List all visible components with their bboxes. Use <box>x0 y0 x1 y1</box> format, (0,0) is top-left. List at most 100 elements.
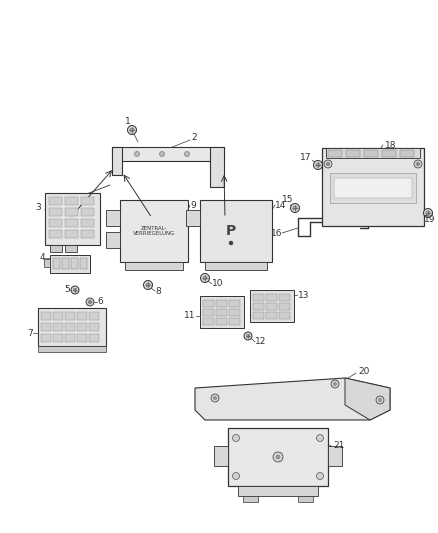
Bar <box>65 230 78 238</box>
Bar <box>45 193 100 245</box>
Bar <box>106 210 120 226</box>
Bar <box>53 312 63 320</box>
Circle shape <box>130 128 134 132</box>
Bar <box>112 147 122 175</box>
Bar <box>328 446 342 466</box>
Bar <box>253 294 264 301</box>
Bar <box>216 318 227 325</box>
Circle shape <box>159 151 165 157</box>
Bar <box>253 303 264 310</box>
Circle shape <box>376 396 384 404</box>
Circle shape <box>201 273 209 282</box>
Bar <box>266 312 277 319</box>
Bar <box>279 294 290 301</box>
Text: 15: 15 <box>282 196 294 205</box>
Bar <box>279 312 290 319</box>
Bar <box>49 197 62 205</box>
Bar <box>62 258 69 269</box>
Text: 18: 18 <box>385 141 396 149</box>
Bar <box>120 200 188 262</box>
Circle shape <box>134 151 139 157</box>
Bar <box>38 308 106 346</box>
Circle shape <box>316 163 320 167</box>
Bar <box>125 262 183 270</box>
Circle shape <box>378 399 381 401</box>
Bar <box>71 258 78 269</box>
Text: 1: 1 <box>125 117 131 126</box>
Circle shape <box>293 206 297 210</box>
Polygon shape <box>345 378 390 420</box>
Bar <box>346 150 360 157</box>
Circle shape <box>73 288 77 292</box>
Bar <box>229 309 240 316</box>
Circle shape <box>88 301 92 303</box>
Circle shape <box>246 334 250 338</box>
Bar <box>49 219 62 227</box>
Circle shape <box>244 332 252 340</box>
Circle shape <box>213 397 216 400</box>
Bar <box>250 290 294 322</box>
Bar <box>41 312 51 320</box>
Bar <box>382 150 396 157</box>
Text: 12: 12 <box>255 337 266 346</box>
Bar <box>229 318 240 325</box>
Bar <box>228 428 328 486</box>
Circle shape <box>144 280 152 289</box>
Bar <box>243 496 258 502</box>
Bar <box>65 245 77 252</box>
Circle shape <box>184 151 190 157</box>
Bar <box>203 309 214 316</box>
Bar <box>266 303 277 310</box>
Text: 17: 17 <box>300 154 311 163</box>
Bar <box>279 303 290 310</box>
Bar <box>77 312 87 320</box>
Bar <box>214 446 228 466</box>
Bar <box>81 197 94 205</box>
Bar <box>53 258 60 269</box>
Text: ZENTRAL-
VERRIEGELUNG: ZENTRAL- VERRIEGELUNG <box>133 225 175 237</box>
Bar <box>44 259 50 267</box>
Text: 11: 11 <box>184 311 195 320</box>
Circle shape <box>233 472 240 480</box>
Bar <box>65 208 78 216</box>
Text: 13: 13 <box>298 290 310 300</box>
Circle shape <box>290 204 300 213</box>
Text: 2: 2 <box>191 133 197 142</box>
Bar <box>50 245 62 252</box>
Bar <box>266 294 277 301</box>
Circle shape <box>233 434 240 441</box>
Bar <box>400 150 414 157</box>
Bar <box>81 219 94 227</box>
Bar <box>65 334 75 342</box>
Bar <box>41 323 51 331</box>
Text: 16: 16 <box>271 229 282 238</box>
Bar <box>38 346 106 352</box>
Circle shape <box>326 163 329 166</box>
Bar <box>322 148 424 226</box>
Bar <box>112 147 224 161</box>
Bar <box>216 300 227 307</box>
Bar <box>328 150 342 157</box>
Text: 14: 14 <box>275 200 286 209</box>
Text: P: P <box>226 224 236 238</box>
Text: 21: 21 <box>333 440 344 449</box>
Circle shape <box>424 208 432 217</box>
Text: 5: 5 <box>64 286 70 295</box>
Bar <box>81 230 94 238</box>
Bar <box>81 208 94 216</box>
Bar <box>210 147 224 187</box>
Bar <box>77 334 87 342</box>
Bar <box>298 496 313 502</box>
Circle shape <box>333 383 336 385</box>
Bar <box>200 296 244 328</box>
Circle shape <box>324 160 332 168</box>
Bar <box>106 232 120 248</box>
Bar <box>65 197 78 205</box>
Bar <box>364 150 378 157</box>
Bar <box>238 486 318 496</box>
Circle shape <box>71 286 79 294</box>
Text: 9: 9 <box>190 200 196 209</box>
Bar <box>203 300 214 307</box>
Bar <box>49 230 62 238</box>
Text: 20: 20 <box>358 367 369 376</box>
